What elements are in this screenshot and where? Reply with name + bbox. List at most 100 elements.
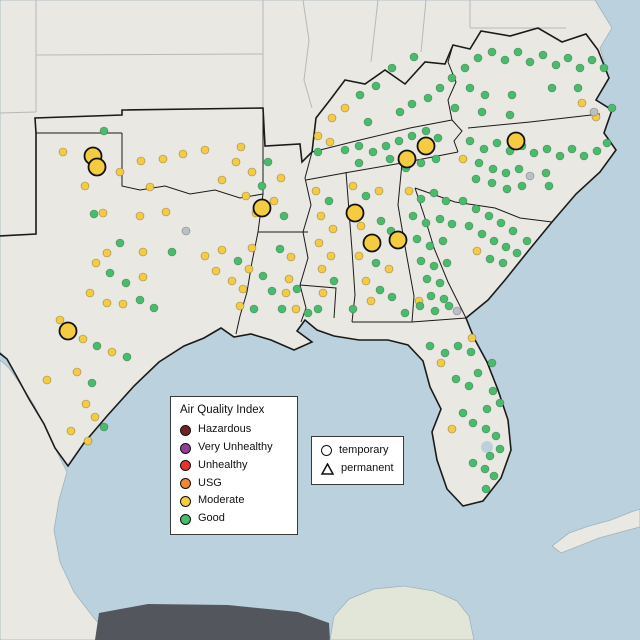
monitor-good[interactable]: [430, 306, 440, 316]
monitor-good[interactable]: [484, 211, 494, 221]
monitor-good[interactable]: [394, 136, 404, 146]
monitor-good[interactable]: [355, 90, 365, 100]
monitor-good[interactable]: [415, 301, 425, 311]
temporary-monitor-moderate[interactable]: [87, 157, 107, 177]
monitor-good[interactable]: [438, 236, 448, 246]
monitor-good[interactable]: [167, 247, 177, 257]
monitor-good[interactable]: [121, 278, 131, 288]
monitor-moderate[interactable]: [138, 272, 148, 282]
monitor-good[interactable]: [547, 83, 557, 93]
monitor-good[interactable]: [542, 144, 552, 154]
monitor-good[interactable]: [89, 209, 99, 219]
monitor-moderate[interactable]: [318, 288, 328, 298]
monitor-moderate[interactable]: [284, 274, 294, 284]
monitor-good[interactable]: [587, 55, 597, 65]
monitor-good[interactable]: [599, 63, 609, 73]
monitor-good[interactable]: [263, 157, 273, 167]
monitor-moderate[interactable]: [356, 221, 366, 231]
monitor-good[interactable]: [522, 236, 532, 246]
monitor-good[interactable]: [92, 341, 102, 351]
monitor-good[interactable]: [416, 194, 426, 204]
monitor-good[interactable]: [279, 211, 289, 221]
monitor-good[interactable]: [395, 107, 405, 117]
monitor-moderate[interactable]: [361, 276, 371, 286]
monitor-good[interactable]: [507, 90, 517, 100]
monitor-good[interactable]: [431, 154, 441, 164]
monitor-moderate[interactable]: [91, 258, 101, 268]
monitor-good[interactable]: [447, 219, 457, 229]
monitor-moderate[interactable]: [354, 251, 364, 261]
monitor-good[interactable]: [453, 341, 463, 351]
monitor-good[interactable]: [451, 374, 461, 384]
monitor-moderate[interactable]: [472, 246, 482, 256]
monitor-good[interactable]: [567, 144, 577, 154]
monitor-moderate[interactable]: [217, 175, 227, 185]
monitor-moderate[interactable]: [348, 181, 358, 191]
monitor-good[interactable]: [474, 158, 484, 168]
monitor-moderate[interactable]: [238, 284, 248, 294]
monitor-moderate[interactable]: [326, 251, 336, 261]
temporary-monitor-moderate[interactable]: [345, 203, 365, 223]
monitor-good[interactable]: [477, 229, 487, 239]
monitor-good[interactable]: [480, 464, 490, 474]
monitor-good[interactable]: [375, 285, 385, 295]
monitor-moderate[interactable]: [72, 367, 82, 377]
monitor-good[interactable]: [487, 178, 497, 188]
monitor-good[interactable]: [435, 83, 445, 93]
monitor-moderate[interactable]: [107, 347, 117, 357]
monitor-good[interactable]: [487, 47, 497, 57]
monitor-no-data[interactable]: [589, 107, 599, 117]
monitor-moderate[interactable]: [269, 196, 279, 206]
monitor-good[interactable]: [464, 381, 474, 391]
monitor-good[interactable]: [489, 471, 499, 481]
monitor-moderate[interactable]: [227, 276, 237, 286]
monitor-good[interactable]: [481, 484, 491, 494]
monitor-good[interactable]: [422, 274, 432, 284]
monitor-moderate[interactable]: [80, 181, 90, 191]
monitor-good[interactable]: [488, 386, 498, 396]
monitor-good[interactable]: [303, 308, 313, 318]
monitor-moderate[interactable]: [577, 98, 587, 108]
monitor-good[interactable]: [491, 431, 501, 441]
monitor-good[interactable]: [479, 144, 489, 154]
monitor-good[interactable]: [487, 358, 497, 368]
monitor-good[interactable]: [485, 254, 495, 264]
monitor-good[interactable]: [447, 73, 457, 83]
monitor-good[interactable]: [458, 196, 468, 206]
monitor-good[interactable]: [425, 341, 435, 351]
monitor-good[interactable]: [466, 347, 476, 357]
monitor-good[interactable]: [407, 131, 417, 141]
monitor-good[interactable]: [439, 294, 449, 304]
monitor-moderate[interactable]: [55, 315, 65, 325]
monitor-good[interactable]: [368, 147, 378, 157]
monitor-moderate[interactable]: [200, 251, 210, 261]
monitor-good[interactable]: [505, 110, 515, 120]
monitor-good[interactable]: [495, 444, 505, 454]
monitor-good[interactable]: [381, 141, 391, 151]
monitor-good[interactable]: [440, 348, 450, 358]
monitor-moderate[interactable]: [66, 426, 76, 436]
monitor-good[interactable]: [423, 93, 433, 103]
monitor-moderate[interactable]: [281, 288, 291, 298]
monitor-good[interactable]: [471, 174, 481, 184]
monitor-good[interactable]: [525, 57, 535, 67]
monitor-good[interactable]: [501, 168, 511, 178]
monitor-good[interactable]: [458, 408, 468, 418]
monitor-moderate[interactable]: [447, 424, 457, 434]
monitor-good[interactable]: [412, 234, 422, 244]
monitor-good[interactable]: [400, 308, 410, 318]
monitor-moderate[interactable]: [217, 245, 227, 255]
monitor-moderate[interactable]: [200, 145, 210, 155]
monitor-good[interactable]: [464, 221, 474, 231]
monitor-moderate[interactable]: [276, 173, 286, 183]
monitor-good[interactable]: [517, 181, 527, 191]
monitor-moderate[interactable]: [436, 358, 446, 368]
monitor-good[interactable]: [495, 398, 505, 408]
temporary-monitor-moderate[interactable]: [388, 230, 408, 250]
monitor-good[interactable]: [354, 158, 364, 168]
monitor-good[interactable]: [149, 303, 159, 313]
monitor-moderate[interactable]: [85, 288, 95, 298]
monitor-good[interactable]: [429, 261, 439, 271]
monitor-moderate[interactable]: [244, 264, 254, 274]
monitor-good[interactable]: [407, 99, 417, 109]
